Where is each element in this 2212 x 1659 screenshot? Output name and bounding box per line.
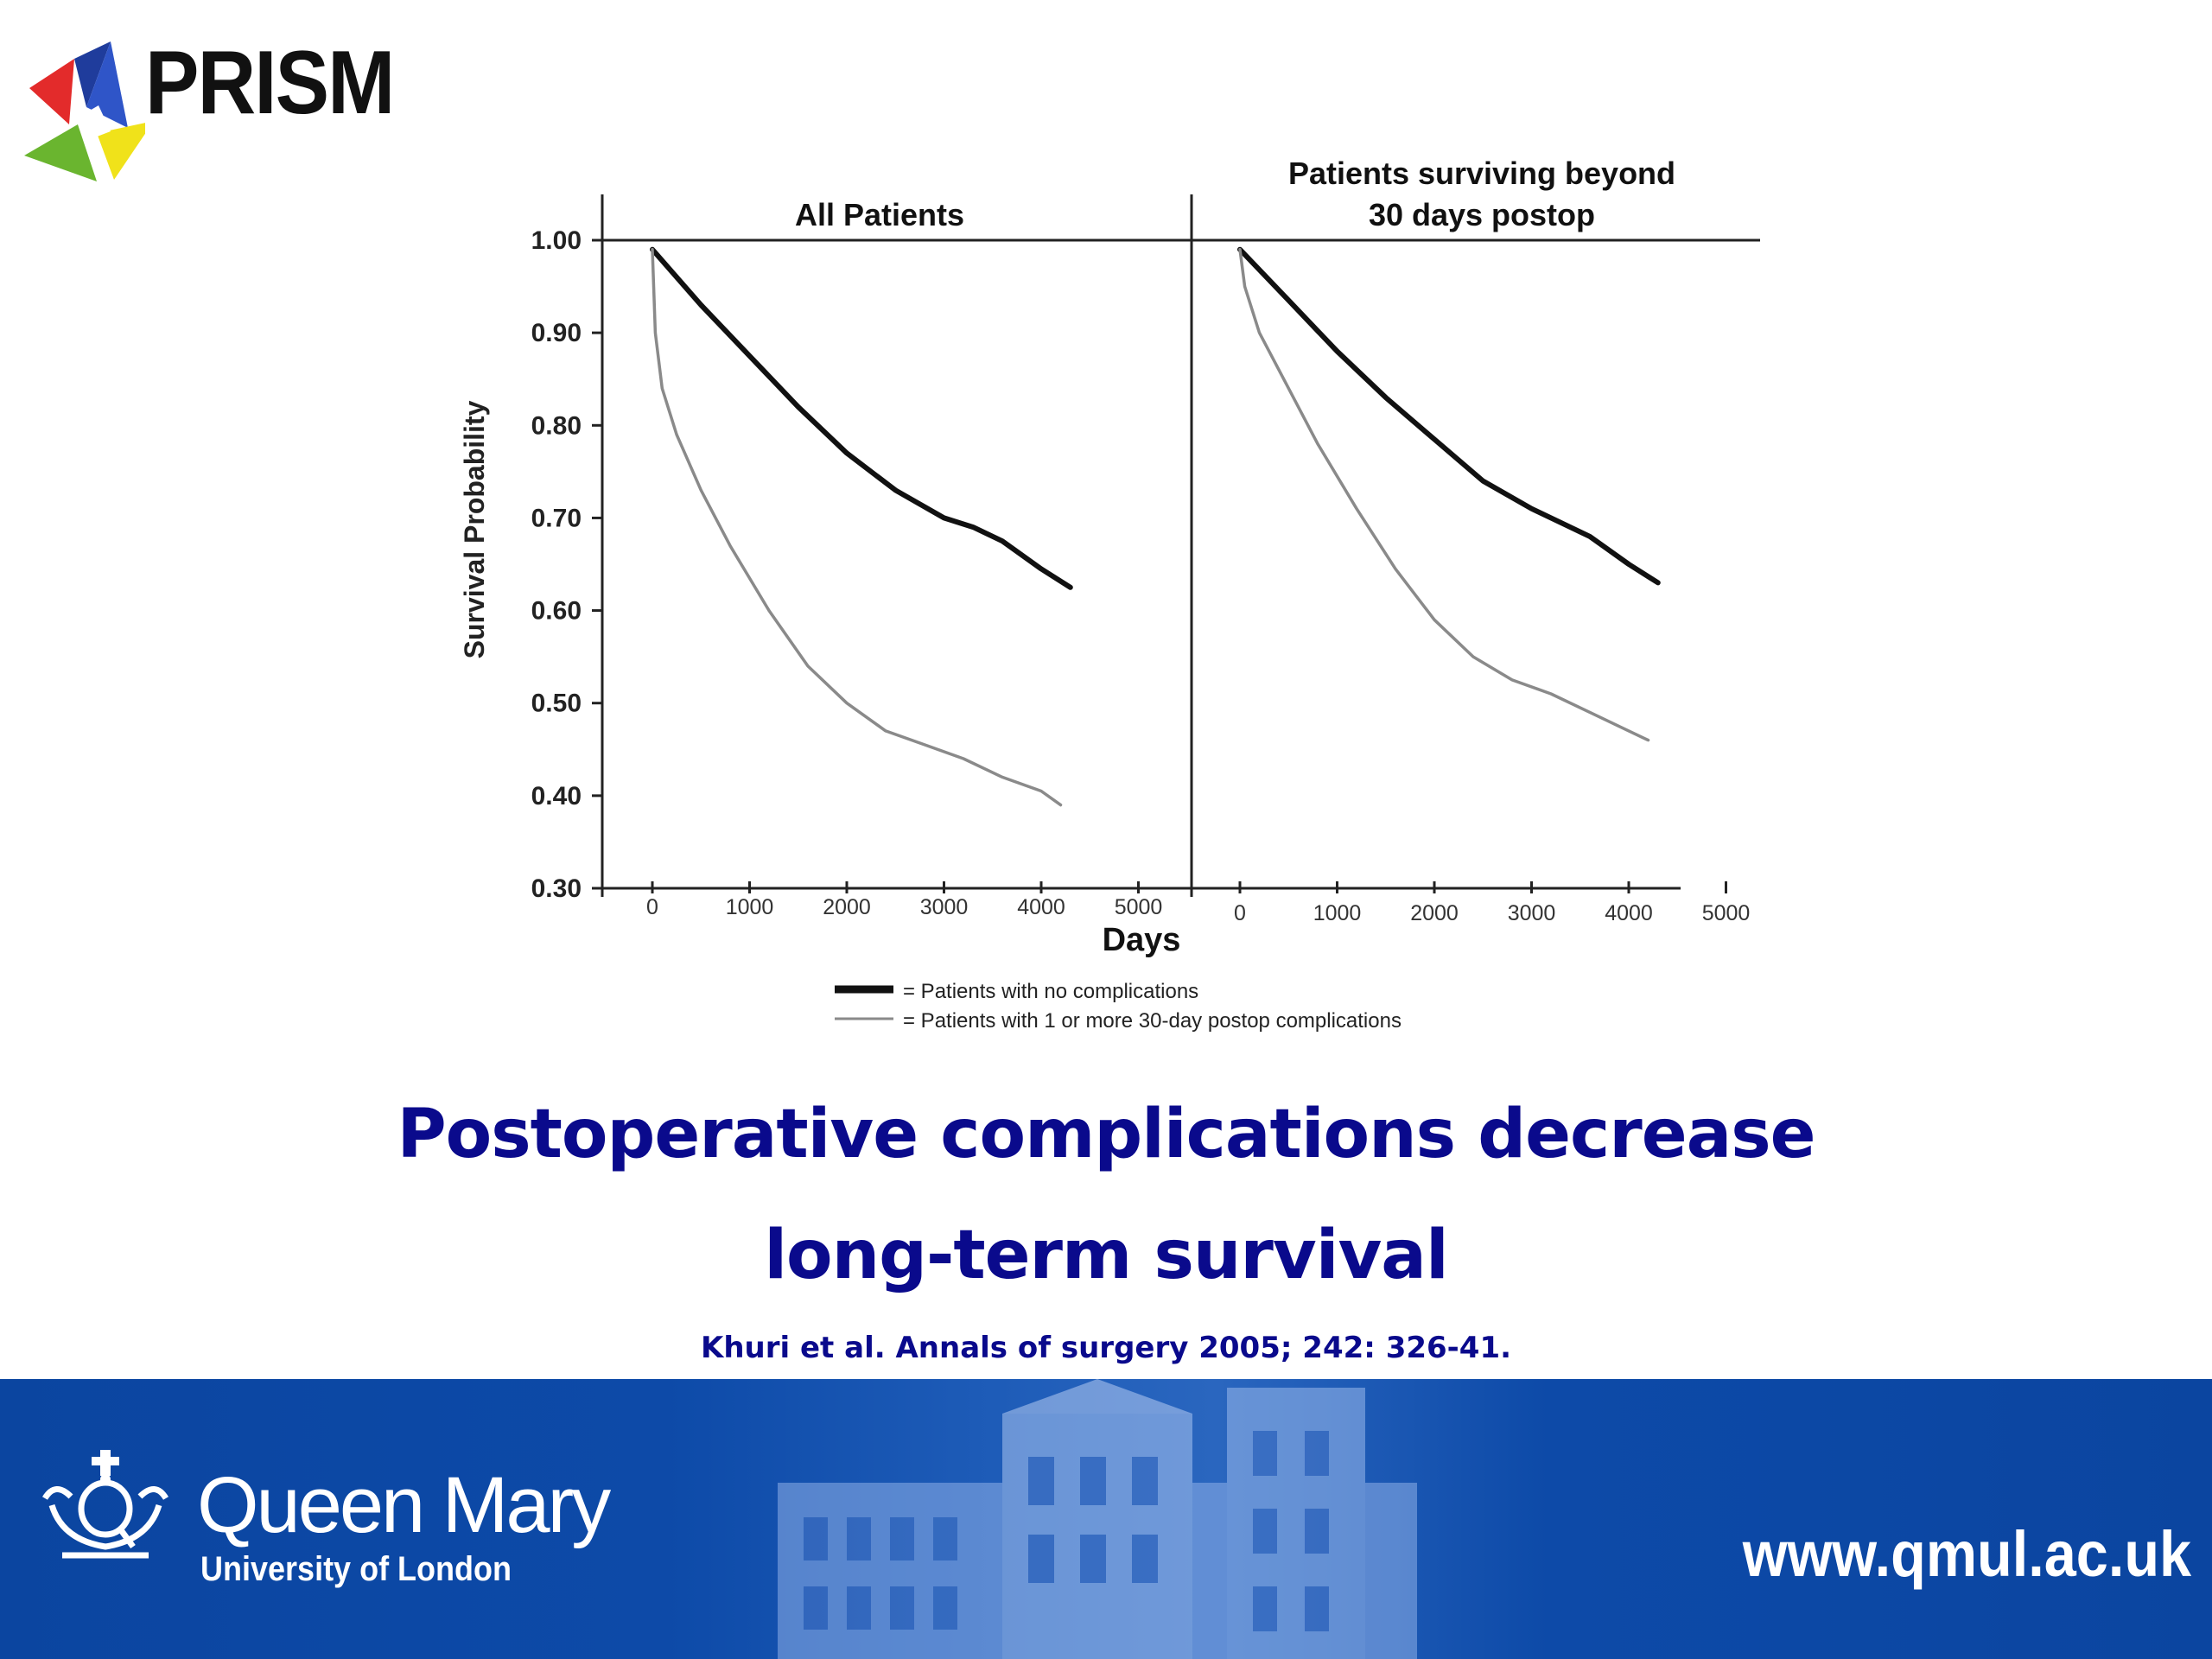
y-axis-label: Survival Probability <box>459 400 490 658</box>
x-tick-label: 3000 <box>1508 901 1556 925</box>
y-tick-label: 0.90 <box>531 319 582 347</box>
x-tick-label: 4000 <box>1017 895 1065 919</box>
x-tick-label: 4000 <box>1605 901 1653 925</box>
y-tick-label: 0.70 <box>531 504 582 532</box>
x-tick-label: 3000 <box>920 895 969 919</box>
legend-label-no-complications: = Patients with no complications <box>903 980 1198 1003</box>
prism-logo-icon <box>24 41 145 181</box>
qmul-url-link[interactable]: www.qmul.ac.uk <box>1742 1518 2191 1590</box>
queen-mary-crest-icon <box>41 1450 169 1559</box>
series-line-no-complications <box>1237 246 1661 586</box>
legend-label-with-complications: = Patients with 1 or more 30-day postop … <box>903 1009 1402 1033</box>
series-line-with-complications <box>651 247 1063 807</box>
queen-mary-subtitle: University of London <box>200 1550 512 1588</box>
y-tick-label: 0.40 <box>531 782 582 810</box>
x-tick-label: 5000 <box>1115 895 1163 919</box>
x-tick-label: 2000 <box>1410 901 1459 925</box>
y-tick-label: 1.00 <box>531 226 582 255</box>
x-tick-label: 1000 <box>726 895 774 919</box>
citation: Khuri et al. Annals of surgery 2005; 242… <box>700 1331 1512 1365</box>
y-tick-label: 0.50 <box>531 690 582 718</box>
footer-banner: Queen Mary University of London www.qmul… <box>0 1379 2212 1659</box>
x-tick-label: 2000 <box>823 895 871 919</box>
x-tick-label: 1000 <box>1313 901 1362 925</box>
x-tick-label: 0 <box>1234 901 1246 925</box>
slide-title-line2: long-term survival <box>764 1217 1448 1294</box>
x-tick-label: 0 <box>646 895 658 919</box>
series-line-with-complications <box>1238 247 1650 742</box>
prism-logo-text: PRISM <box>145 33 395 133</box>
x-axis-label: Days <box>1103 922 1181 958</box>
y-tick-label: 0.30 <box>531 874 582 903</box>
panel-title-line1: Patients surviving beyond <box>1288 156 1675 191</box>
prism-logo: PRISM <box>24 35 395 190</box>
panel-title: All Patients <box>795 197 964 232</box>
survival-chart: 1.00 0.90 0.80 0.70 0.60 0.50 0.40 0.30 Survival… <box>432 143 1780 1067</box>
survival-chart-svg: 1.00 0.90 0.80 0.70 0.60 0.50 0.40 0.30 Survival… <box>459 156 1760 1033</box>
series-line-no-complications <box>650 246 1073 590</box>
y-tick-label: 0.80 <box>531 411 582 440</box>
x-tick-label: 5000 <box>1702 901 1751 925</box>
panel-title-line2: 30 days postop <box>1369 197 1595 232</box>
y-tick-label: 0.60 <box>531 597 582 626</box>
building-image <box>778 1379 1417 1659</box>
queen-mary-name: Queen Mary <box>197 1461 611 1549</box>
slide-title-line1: Postoperative complications decrease <box>397 1096 1815 1173</box>
